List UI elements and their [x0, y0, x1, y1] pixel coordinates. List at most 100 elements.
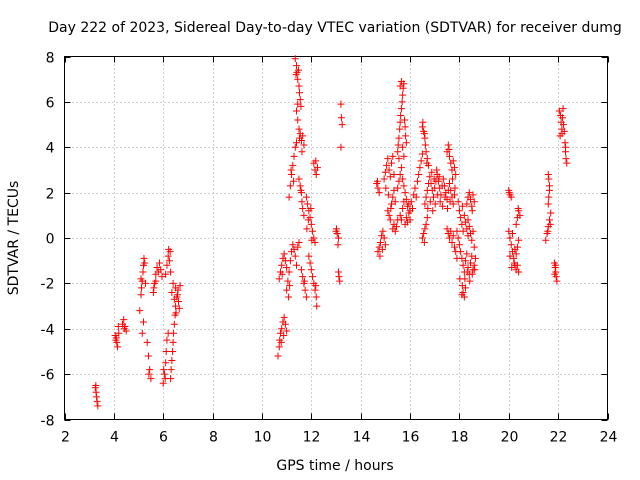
data-point	[401, 116, 409, 124]
data-point	[311, 286, 319, 294]
data-point	[468, 270, 476, 278]
data-point	[449, 157, 457, 165]
data-point	[562, 155, 570, 163]
data-point	[384, 191, 392, 199]
data-point	[170, 295, 178, 303]
data-point	[431, 200, 439, 208]
data-point	[417, 157, 425, 165]
data-point	[295, 89, 303, 97]
data-point	[400, 198, 408, 206]
data-point	[278, 270, 286, 278]
x-tick-label: 8	[209, 430, 218, 446]
data-point	[141, 259, 149, 267]
data-point	[446, 234, 454, 242]
data-point	[376, 239, 384, 247]
data-point	[467, 259, 475, 267]
data-point	[421, 141, 429, 149]
data-point	[422, 220, 430, 228]
data-point	[143, 338, 151, 346]
data-point	[275, 275, 283, 283]
data-point	[426, 173, 434, 181]
data-point	[436, 198, 444, 206]
data-point	[441, 193, 449, 201]
data-point	[298, 148, 306, 156]
data-point	[402, 139, 410, 147]
data-point	[404, 218, 412, 226]
data-point	[464, 216, 472, 224]
data-point	[299, 273, 307, 281]
data-point	[141, 279, 149, 287]
grid	[64, 56, 608, 420]
data-point	[513, 261, 521, 269]
data-point	[381, 168, 389, 176]
data-point	[160, 370, 168, 378]
data-point	[470, 198, 478, 206]
data-point	[168, 357, 176, 365]
data-point	[380, 175, 388, 183]
data-point	[138, 329, 146, 337]
data-point	[283, 286, 291, 294]
data-point	[298, 198, 306, 206]
x-axis-label: GPS time / hours	[276, 458, 393, 474]
data-point	[407, 198, 415, 206]
data-point	[114, 322, 122, 330]
data-point	[451, 184, 459, 192]
data-point	[295, 239, 303, 247]
data-point	[307, 220, 315, 228]
data-point	[551, 270, 559, 278]
data-point	[423, 159, 431, 167]
data-point	[140, 254, 148, 262]
data-point	[394, 148, 402, 156]
data-point	[468, 207, 476, 215]
data-point	[286, 257, 294, 265]
data-point	[387, 205, 395, 213]
data-point	[157, 266, 165, 274]
data-point	[449, 232, 457, 240]
data-point	[399, 205, 407, 213]
data-point	[337, 100, 345, 108]
data-point	[138, 284, 146, 292]
data-point	[294, 116, 302, 124]
data-point	[463, 250, 471, 258]
data-point	[422, 193, 430, 201]
data-point	[114, 343, 122, 351]
data-point	[285, 268, 293, 276]
data-point	[559, 114, 567, 122]
data-point	[426, 198, 434, 206]
data-point	[397, 77, 405, 85]
data-point	[399, 91, 407, 99]
data-point	[295, 134, 303, 142]
data-point	[139, 268, 147, 276]
data-point	[294, 66, 302, 74]
data-point	[283, 263, 291, 271]
data-point	[334, 241, 342, 249]
data-point	[430, 175, 438, 183]
data-point	[435, 173, 443, 181]
data-point	[468, 236, 476, 244]
data-point	[295, 175, 303, 183]
data-point	[453, 227, 461, 235]
data-point	[146, 366, 154, 374]
data-point	[291, 143, 299, 151]
data-point	[446, 180, 454, 188]
data-point	[147, 375, 155, 383]
y-tick-label: 2	[46, 187, 55, 203]
data-point	[460, 211, 468, 219]
data-point	[555, 107, 563, 115]
data-point	[507, 241, 515, 249]
data-point	[464, 263, 472, 271]
data-point	[378, 245, 386, 253]
data-point	[94, 402, 102, 410]
data-point	[169, 279, 177, 287]
data-point	[337, 143, 345, 151]
y-tick-label: 8	[46, 51, 55, 67]
data-point	[156, 259, 164, 267]
data-point	[391, 198, 399, 206]
x-tick-label: 18	[451, 430, 469, 446]
data-point	[336, 277, 344, 285]
data-point	[563, 159, 571, 167]
data-point	[284, 277, 292, 285]
data-point	[112, 334, 120, 342]
data-point	[291, 252, 299, 260]
data-point	[463, 268, 471, 276]
